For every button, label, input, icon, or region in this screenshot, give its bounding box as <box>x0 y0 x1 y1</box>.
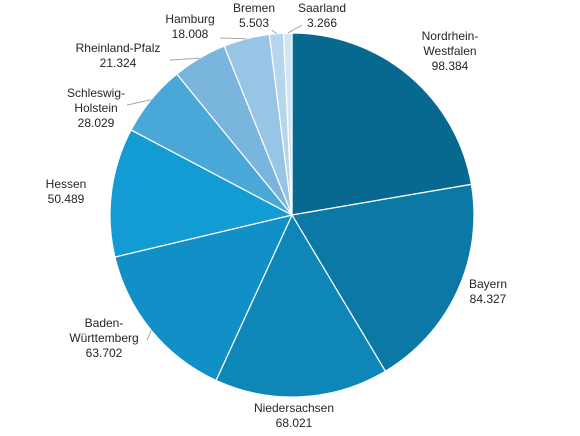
leader-line <box>271 29 277 35</box>
data-label-name: Baden- <box>85 316 124 330</box>
data-label: Baden-Württemberg 63.702 <box>69 316 138 360</box>
data-label-name: Saarland <box>298 1 346 15</box>
data-label-value: 98.384 <box>432 59 469 73</box>
data-label-value: 63.702 <box>86 346 123 360</box>
data-label-name: Rheinland-Pfalz <box>76 41 161 55</box>
data-label-name: Württemberg <box>69 331 138 345</box>
data-label-value: 68.021 <box>276 416 313 430</box>
data-label-name: Bayern <box>469 277 507 291</box>
leader-line <box>287 24 303 34</box>
leader-line <box>219 37 247 40</box>
data-label: Bremen 5.503 <box>233 1 275 30</box>
data-label: Niedersachsen 68.021 <box>254 401 334 430</box>
pie-slices <box>109 32 475 398</box>
leader-line <box>146 330 152 341</box>
data-label: Rheinland-Pfalz 21.324 <box>76 41 161 70</box>
pie-slice-bayern <box>291 183 475 373</box>
pie-slice-niedersachsen <box>215 213 387 398</box>
data-label-value: 3.266 <box>307 16 337 30</box>
data-label-name: Niedersachsen <box>254 401 334 415</box>
leader-lines <box>126 24 303 341</box>
data-label-value: 21.324 <box>100 56 137 70</box>
pie-slice-nordrhein-westfalen <box>291 32 473 216</box>
data-label-name: Hamburg <box>165 12 214 26</box>
data-label: Bayern 84.327 <box>469 277 507 306</box>
leader-line <box>169 57 200 61</box>
data-label-value: 50.489 <box>48 192 85 206</box>
data-label-name: Bremen <box>233 1 275 15</box>
data-label: Schleswig-Holstein 28.029 <box>67 86 125 130</box>
data-label: Nordrhein-Westfalen 98.384 <box>422 29 479 73</box>
data-labels: Nordrhein-Westfalen 98.384 Bayern 84.327 Nie… <box>46 1 507 430</box>
data-label: Hamburg 18.008 <box>165 12 214 41</box>
data-label-name: Holstein <box>74 101 117 115</box>
pie-slice-saarland <box>282 32 293 216</box>
data-label-name: Westfalen <box>423 44 476 58</box>
data-label-name: Hessen <box>46 177 87 191</box>
data-label: Saarland 3.266 <box>298 1 346 30</box>
data-label-name: Nordrhein- <box>422 29 479 43</box>
data-label-value: 28.029 <box>78 116 115 130</box>
pie-slice-hessen <box>109 129 294 258</box>
data-label-name: Schleswig- <box>67 86 125 100</box>
data-label-value: 5.503 <box>239 16 269 30</box>
data-label: Hessen 50.489 <box>46 177 87 206</box>
data-label-value: 18.008 <box>172 27 209 41</box>
pie-slice-baden-w-rttemberg <box>114 214 294 382</box>
leader-line <box>126 99 152 106</box>
data-label-value: 84.327 <box>470 292 507 306</box>
